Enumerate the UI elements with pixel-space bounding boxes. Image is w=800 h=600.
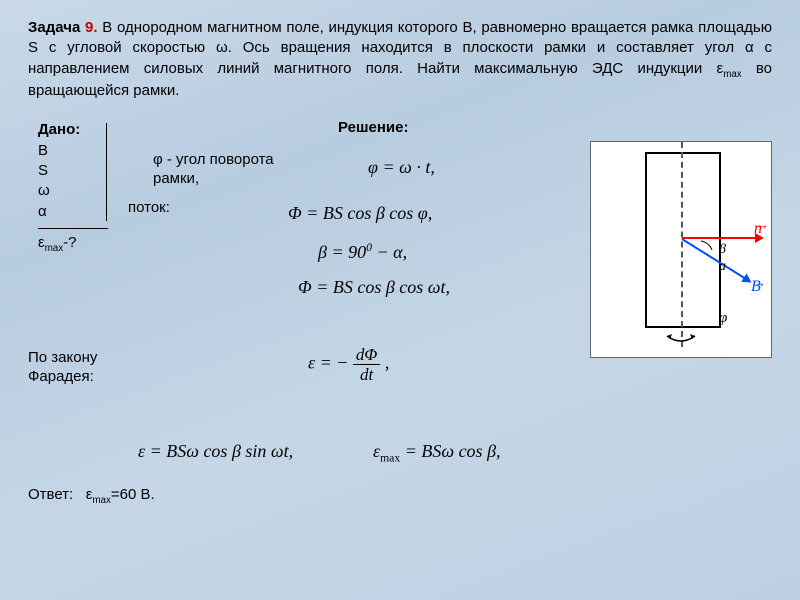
formula-emf-max: εmax = BSω cos β,: [373, 441, 501, 465]
given-block: Дано: B S ω α εmax-?: [38, 121, 148, 255]
formula-emf-deriv: ε = − dΦ dt ,: [308, 346, 389, 383]
given-find-sub: max: [45, 243, 63, 254]
content-area: Дано: B S ω α εmax-? Решение: φ - угол п…: [28, 111, 772, 541]
faraday-note: По закону Фарадея:: [28, 349, 148, 387]
given-find-tail: -?: [63, 234, 76, 251]
given-item: S: [38, 161, 148, 181]
given-separator: [38, 228, 108, 229]
problem-number: 9.: [85, 19, 98, 36]
given-title: Дано:: [38, 121, 148, 138]
formula-beta: β = 900 − α,: [318, 241, 407, 263]
formula-phi: φ = ω · t,: [368, 157, 435, 178]
formula-beta-b: − α,: [372, 242, 407, 262]
formula-emf-tail: ,: [385, 353, 390, 373]
label-a: a: [719, 259, 726, 275]
note-flux: поток:: [128, 199, 198, 217]
answer-sub: max: [92, 495, 110, 506]
label-phi: φ: [719, 310, 727, 327]
answer-label: Ответ:: [28, 486, 73, 503]
formula-flux1: Φ = BS cos β cos φ,: [288, 203, 432, 224]
formula-emf-pre: ε = −: [308, 353, 348, 373]
problem-label: Задача: [28, 19, 80, 36]
answer-value: εmax=60 В.: [86, 486, 155, 503]
answer-row: Ответ: εmax=60 В.: [28, 486, 155, 506]
problem-statement: Задача 9. В однородном магнитном поле, и…: [28, 18, 772, 101]
label-beta: β: [719, 242, 726, 258]
note-phi: φ - угол поворота рамки,: [153, 151, 303, 189]
rotation-arc-icon: [663, 330, 699, 344]
diagram: →n →B β a φ: [590, 141, 772, 358]
label-n: →n: [754, 220, 762, 238]
rotation-axis: [681, 142, 683, 347]
given-vertical-rule: [106, 123, 107, 221]
fraction-bot: dt: [353, 365, 380, 383]
answer-eq: =60 В.: [111, 486, 155, 503]
given-find: εmax-?: [38, 233, 148, 255]
formula-flux2: Φ = BS cos β cos ωt,: [298, 277, 450, 298]
angle-arc-icon: [699, 232, 721, 254]
slide: Задача 9. В однородном магнитном поле, и…: [0, 0, 800, 600]
vector-n: [682, 237, 762, 239]
given-item: B: [38, 141, 148, 161]
formula-beta-a: β = 90: [318, 242, 366, 262]
problem-text-sub: max: [723, 69, 741, 80]
formula-emf-max-sub: max: [380, 452, 400, 465]
solution-title: Решение:: [338, 119, 408, 136]
problem-text: В однородном магнитном поле, индукция ко…: [28, 19, 772, 77]
formula-emf-max-b: = BSω cos β,: [400, 441, 500, 461]
given-find-sym: ε: [38, 234, 45, 251]
fraction-top: dΦ: [353, 346, 380, 365]
formula-emf: ε = BSω cos β sin ωt,: [138, 441, 293, 462]
label-b: →B: [751, 278, 761, 296]
fraction: dΦ dt: [353, 346, 380, 383]
